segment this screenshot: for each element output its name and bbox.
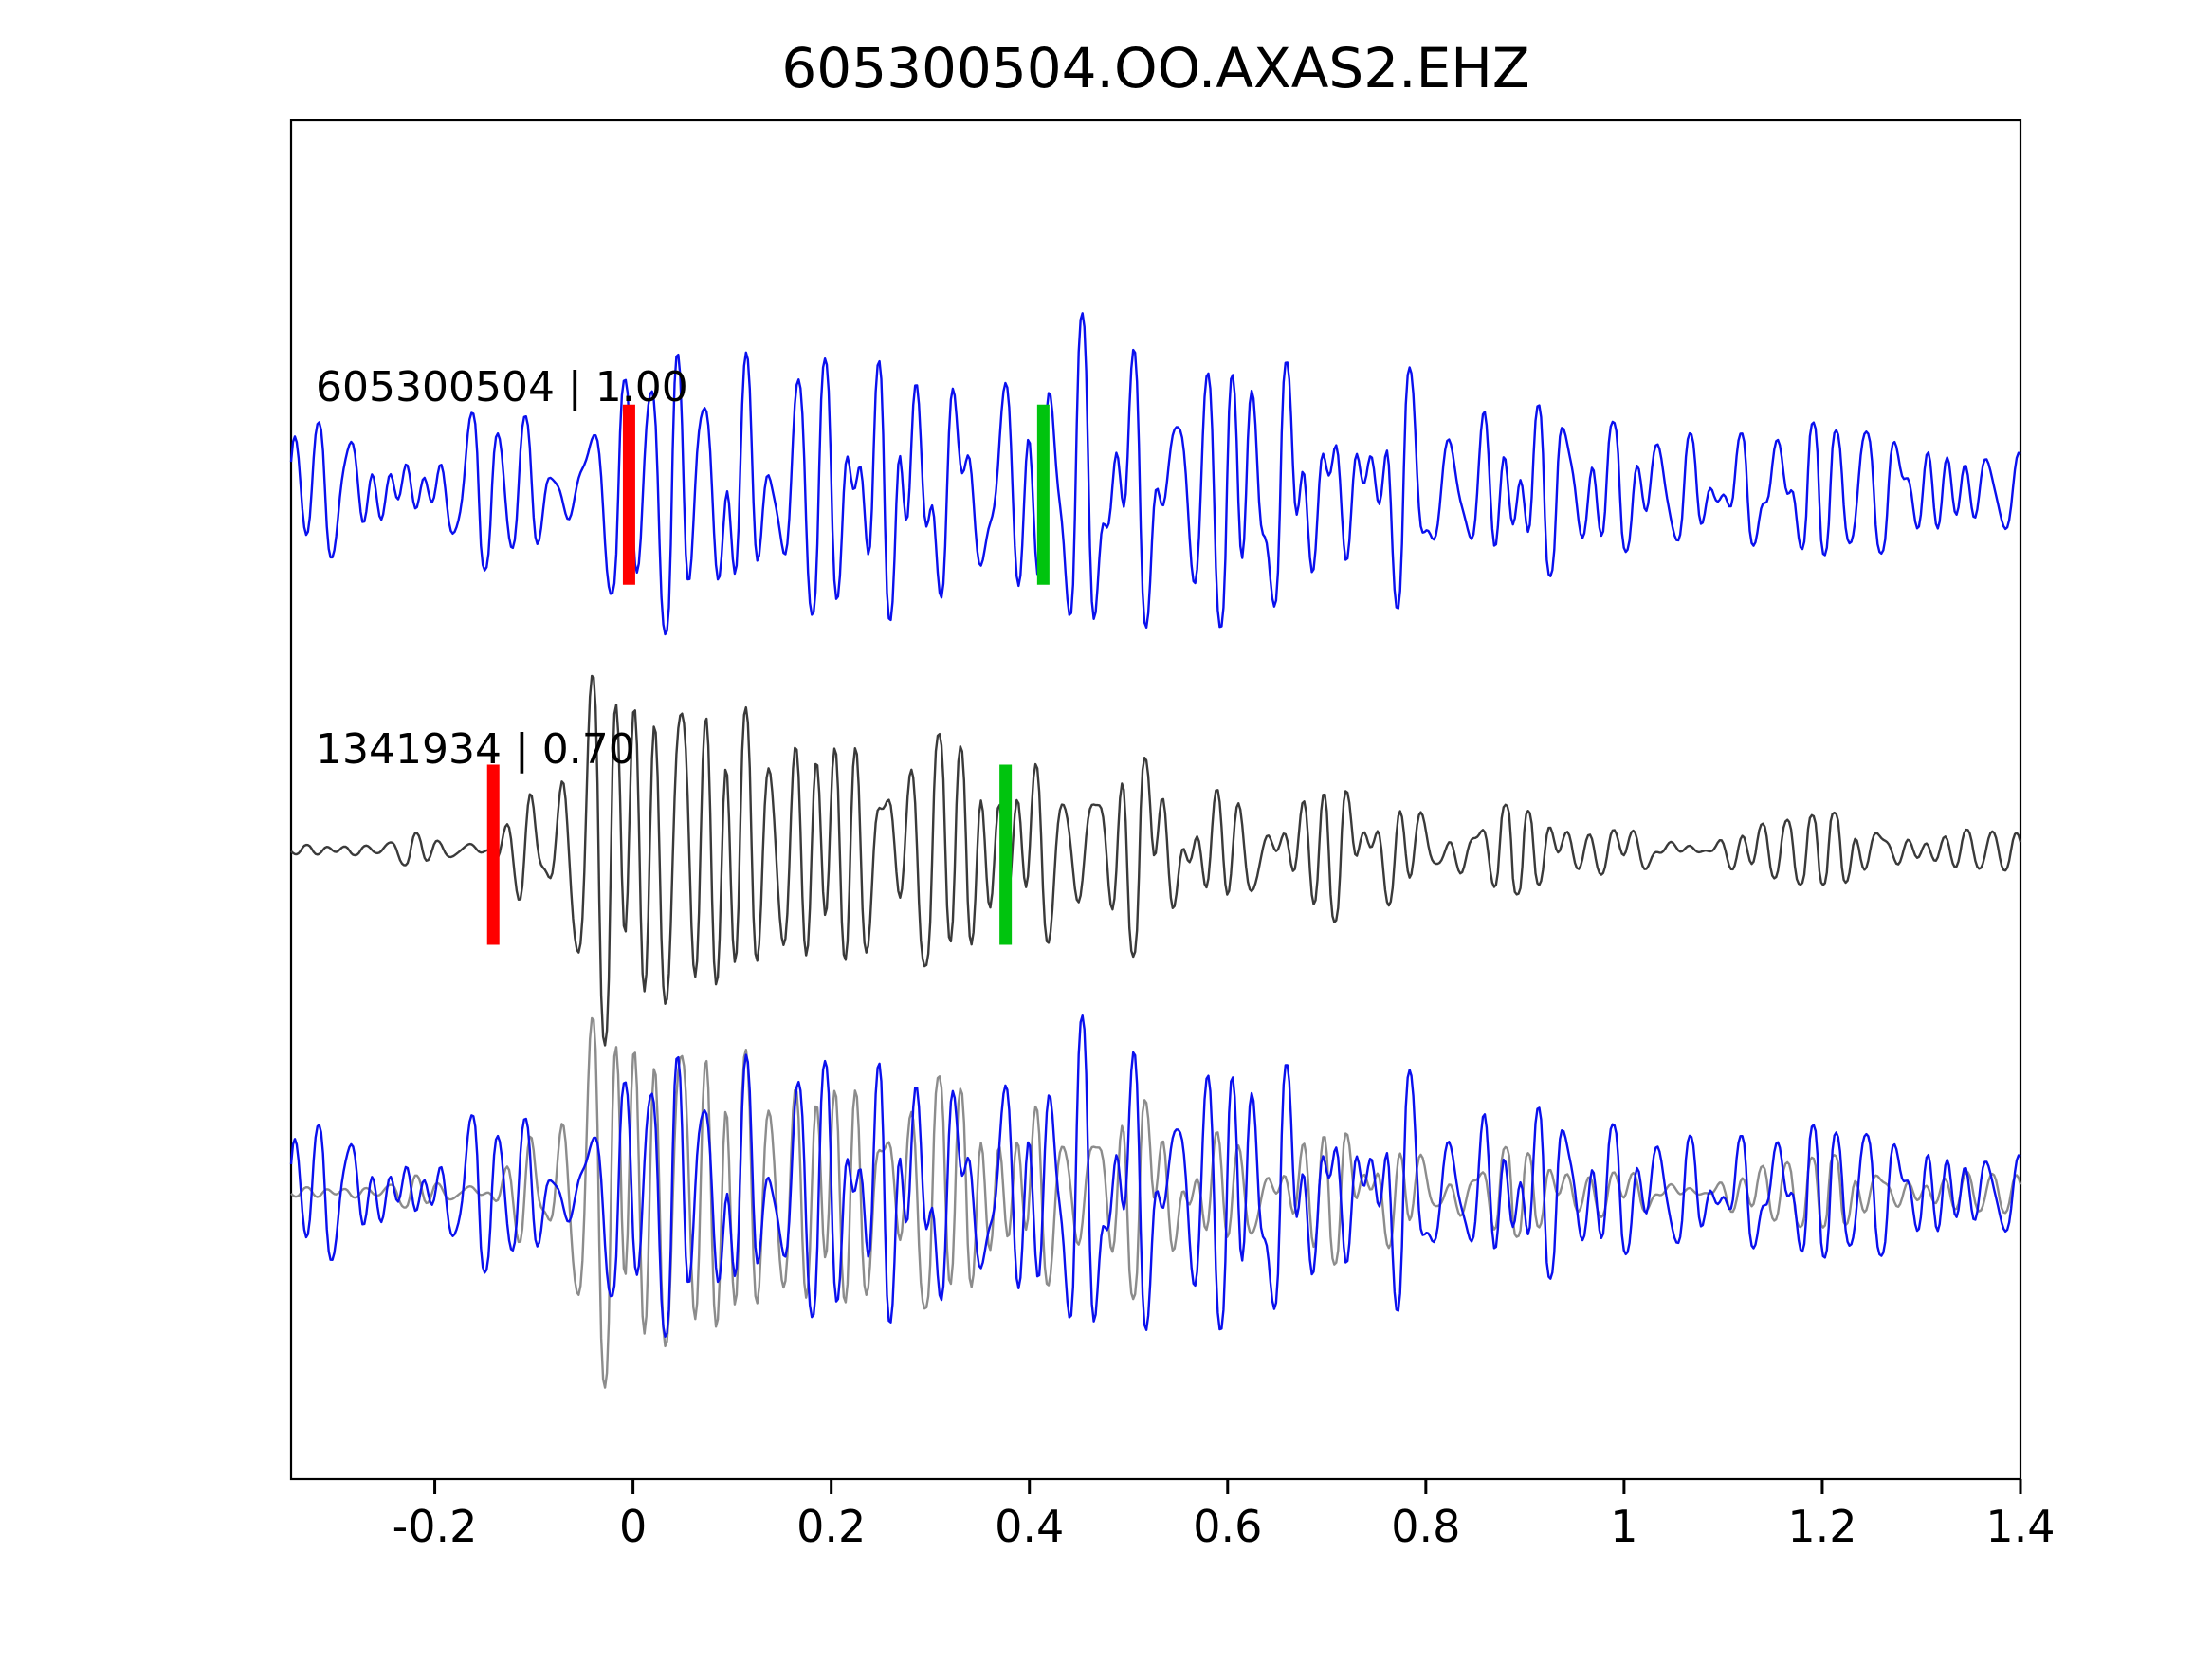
x-tick-label: 1.4	[1985, 1501, 2055, 1552]
waveform-trace-overlay-detection	[289, 1014, 2021, 1338]
x-tick-label: 1.2	[1787, 1501, 1856, 1552]
waveform-trace-detection	[289, 312, 2021, 636]
chart-title: 605300504.OO.AXAS2.EHZ	[781, 36, 1529, 101]
x-tick-label: 0	[619, 1501, 647, 1552]
x-tick-label: 0.4	[995, 1501, 1064, 1552]
plot-area-border	[289, 119, 2022, 1481]
pick-markers	[486, 404, 1050, 945]
trace-label-detection: 605300504 | 1.00	[316, 363, 688, 411]
waveform-trace-template	[290, 674, 2022, 1047]
x-tick-label: 1	[1610, 1501, 1637, 1552]
x-tick-label: 0.2	[796, 1501, 866, 1552]
x-tick-label: -0.2	[393, 1501, 478, 1552]
x-axis-ticks: -0.2 0 0.2 0.4 0.6 0.8 1 1.2 1.4	[393, 1479, 2056, 1552]
x-tick-label: 0.8	[1391, 1501, 1460, 1552]
trace-label-template: 1341934 | 0.70	[316, 725, 635, 774]
x-tick-label: 0.6	[1193, 1501, 1262, 1552]
waveform-traces	[289, 312, 2022, 1389]
